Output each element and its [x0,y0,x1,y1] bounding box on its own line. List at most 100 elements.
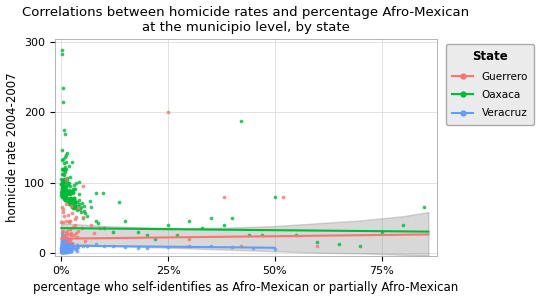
Point [60,237,69,242]
Point [60,213,69,218]
Point [58,244,67,249]
Point [60,197,69,202]
Point [61,193,70,197]
Point [58,246,66,251]
Point [59,194,68,199]
Point [245,233,253,238]
Point [63,243,72,248]
Point [63,249,71,254]
Point [58,248,66,253]
Point [114,200,123,204]
Point [74,245,83,250]
Point [58,177,67,182]
Point [62,198,70,203]
Point [63,151,71,156]
Point [71,199,79,204]
Point [313,243,322,248]
Point [60,177,69,182]
Point [91,242,100,247]
Point [60,180,69,184]
Point [58,194,66,198]
Point [68,243,76,248]
Point [68,191,77,196]
Point [59,185,68,190]
Point [151,236,160,241]
Point [63,245,71,250]
Point [78,200,87,205]
Point [60,250,69,254]
Point [59,245,68,250]
Point [57,179,66,184]
Point [59,250,68,254]
Point [62,198,70,203]
Point [65,201,74,206]
Point [65,242,74,247]
Point [63,178,71,183]
Point [57,193,66,198]
Point [66,188,75,193]
Point [66,196,75,200]
Point [58,247,66,252]
Point [63,228,72,233]
Point [62,248,71,253]
Point [60,242,69,247]
Point [65,237,74,242]
Point [58,184,66,189]
Point [64,183,73,188]
Point [64,241,72,245]
Point [420,205,429,209]
Point [69,196,78,201]
Point [59,249,68,254]
Point [63,248,71,253]
Point [60,235,69,240]
Point [62,189,71,194]
Point [60,172,69,177]
Point [59,209,68,214]
Point [64,220,73,224]
Point [59,180,68,184]
Point [58,237,67,242]
Point [63,248,71,252]
Point [57,244,66,249]
Point [63,188,71,193]
Point [74,180,83,185]
Point [62,249,70,254]
Point [185,236,194,241]
Point [58,248,66,253]
Point [64,239,72,244]
Point [66,247,75,252]
Point [58,235,67,239]
Point [58,241,66,246]
Point [65,174,74,179]
Point [62,184,71,189]
Point [58,182,67,187]
Point [134,245,143,250]
Point [69,187,77,192]
Point [60,164,69,169]
Point [69,244,77,249]
Point [59,220,68,224]
Point [74,202,83,207]
Point [78,215,87,220]
Point [60,187,69,192]
Point [71,201,79,206]
Point [60,185,69,190]
Point [94,221,103,226]
Point [65,248,73,253]
Point [71,205,80,209]
Point [58,190,67,195]
Point [57,182,66,186]
Point [69,201,77,206]
Point [58,188,67,193]
Point [69,196,78,201]
Point [62,202,70,207]
Point [69,182,78,187]
Point [57,237,66,242]
X-axis label: percentage who self-identifies as Afro-Mexican or partially Afro-Mexican: percentage who self-identifies as Afro-M… [33,281,458,294]
Point [58,248,66,253]
Point [57,220,66,225]
Point [65,190,73,194]
Point [65,246,73,250]
Point [72,200,81,205]
Point [63,192,72,197]
